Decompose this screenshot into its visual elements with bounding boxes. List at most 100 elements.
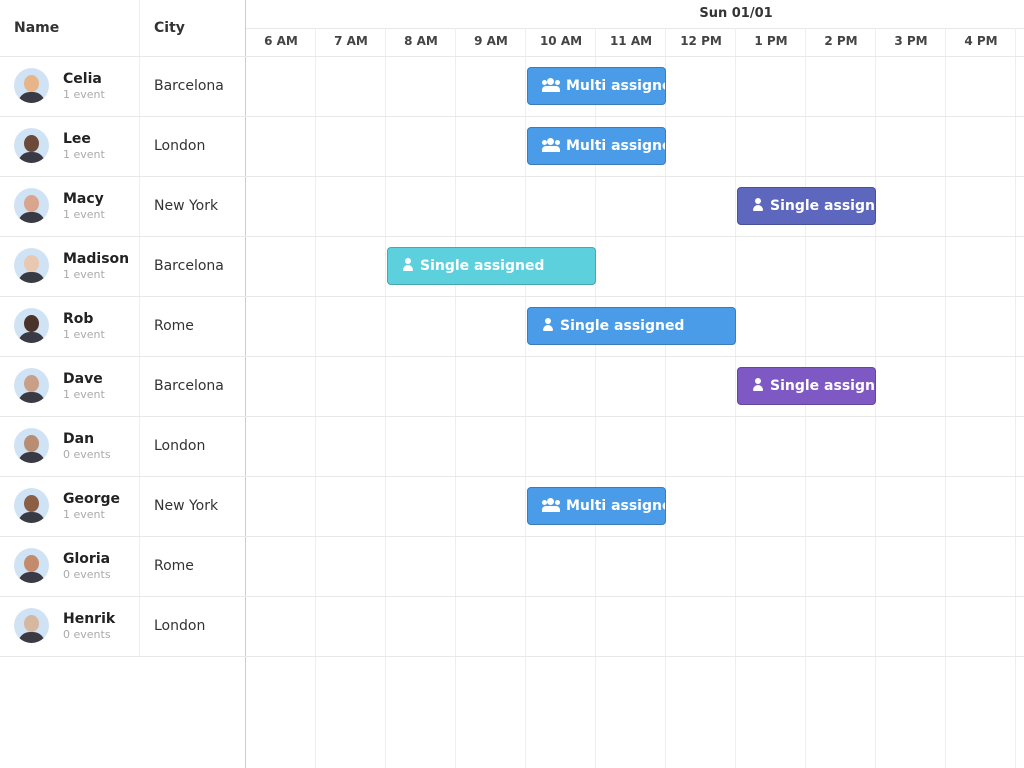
avatar-body: [18, 332, 45, 343]
event-count: 0 events: [63, 628, 111, 641]
row-divider: [0, 656, 1024, 657]
avatar-head: [24, 555, 39, 572]
resource-city: Rome: [154, 558, 194, 574]
hour-label: 4 PM: [964, 34, 998, 48]
hour-label: 7 AM: [334, 34, 368, 48]
row-divider: [0, 476, 1024, 477]
avatar-body: [18, 512, 45, 523]
person-icon: [752, 378, 764, 392]
avatar-body: [18, 92, 45, 103]
row-divider: [0, 296, 1024, 297]
event-label: Single assigned: [420, 258, 545, 274]
event-count: 1 event: [63, 508, 105, 521]
event-bar[interactable]: Single assigned: [387, 247, 596, 285]
resource-city: Rome: [154, 318, 194, 334]
person-icon: [542, 318, 554, 332]
icon-part: [542, 80, 547, 85]
resource-name: Macy: [63, 191, 104, 207]
avatar: [14, 248, 49, 283]
row-divider: [0, 56, 1024, 57]
icon-part: [555, 500, 560, 505]
event-label: Single assigned: [560, 318, 685, 334]
resource-name: Dan: [63, 431, 95, 447]
icon-part: [543, 325, 553, 331]
avatar-head: [24, 435, 39, 452]
event-count: 1 event: [63, 88, 105, 101]
hour-label: 9 AM: [474, 34, 508, 48]
icon-part: [547, 78, 554, 85]
event-bar[interactable]: Multi assigned: [527, 487, 666, 525]
hour-grid-line: [595, 28, 596, 768]
hour-label: 3 PM: [894, 34, 928, 48]
event-count: 0 events: [63, 568, 111, 581]
resource-name: Madison: [63, 251, 130, 267]
hour-grid-line: [455, 28, 456, 768]
event-label: Single assigned: [770, 378, 875, 394]
resource-city: London: [154, 618, 206, 634]
avatar: [14, 188, 49, 223]
avatar: [14, 368, 49, 403]
resource-name: Lee: [63, 131, 91, 147]
row-divider: [0, 536, 1024, 537]
avatar-body: [18, 212, 45, 223]
resource-city: Barcelona: [154, 78, 224, 94]
group-icon: [542, 138, 560, 152]
avatar-head: [24, 255, 39, 272]
hour-grid-line: [735, 28, 736, 768]
event-label: Single assigned: [770, 198, 875, 214]
hour-label: 2 PM: [824, 34, 858, 48]
hour-label: 10 AM: [539, 34, 583, 48]
event-bar[interactable]: Single assigned: [527, 307, 736, 345]
avatar-body: [18, 632, 45, 643]
hour-grid-line: [945, 28, 946, 768]
person-icon: [752, 198, 764, 212]
icon-part: [542, 146, 560, 152]
avatar: [14, 308, 49, 343]
hour-label: 12 PM: [680, 34, 722, 48]
resource-city: London: [154, 438, 206, 454]
icon-part: [403, 265, 413, 271]
icon-part: [542, 500, 547, 505]
avatar-head: [24, 615, 39, 632]
resource-city: Barcelona: [154, 258, 224, 274]
avatar-body: [18, 392, 45, 403]
event-count: 1 event: [63, 148, 105, 161]
header-divider: [246, 28, 1024, 29]
row-divider: [0, 116, 1024, 117]
event-label: Multi assigned: [566, 78, 665, 94]
event-bar[interactable]: Multi assigned: [527, 127, 666, 165]
avatar-head: [24, 75, 39, 92]
icon-part: [542, 140, 547, 145]
resource-name: Celia: [63, 71, 102, 87]
icon-part: [555, 80, 560, 85]
icon-part: [547, 498, 554, 505]
avatar-head: [24, 495, 39, 512]
row-divider: [0, 596, 1024, 597]
event-count: 1 event: [63, 268, 105, 281]
city-header: City: [154, 20, 185, 36]
row-divider: [0, 236, 1024, 237]
avatar: [14, 428, 49, 463]
hour-label: 1 PM: [754, 34, 788, 48]
icon-part: [755, 198, 761, 204]
icon-part: [753, 385, 763, 391]
event-bar[interactable]: Single assigned: [737, 187, 876, 225]
resource-city: New York: [154, 498, 219, 514]
avatar-body: [18, 152, 45, 163]
resource-name: Dave: [63, 371, 103, 387]
resource-name: Rob: [63, 311, 94, 327]
event-label: Multi assigned: [566, 138, 665, 154]
avatar-head: [24, 375, 39, 392]
event-bar[interactable]: Single assigned: [737, 367, 876, 405]
resource-city: London: [154, 138, 206, 154]
group-icon: [542, 498, 560, 512]
hour-label: 11 AM: [609, 34, 653, 48]
resource-city: New York: [154, 198, 219, 214]
avatar: [14, 128, 49, 163]
row-divider: [0, 176, 1024, 177]
icon-part: [555, 140, 560, 145]
event-bar[interactable]: Multi assigned: [527, 67, 666, 105]
column-divider: [139, 0, 140, 656]
row-divider: [0, 356, 1024, 357]
